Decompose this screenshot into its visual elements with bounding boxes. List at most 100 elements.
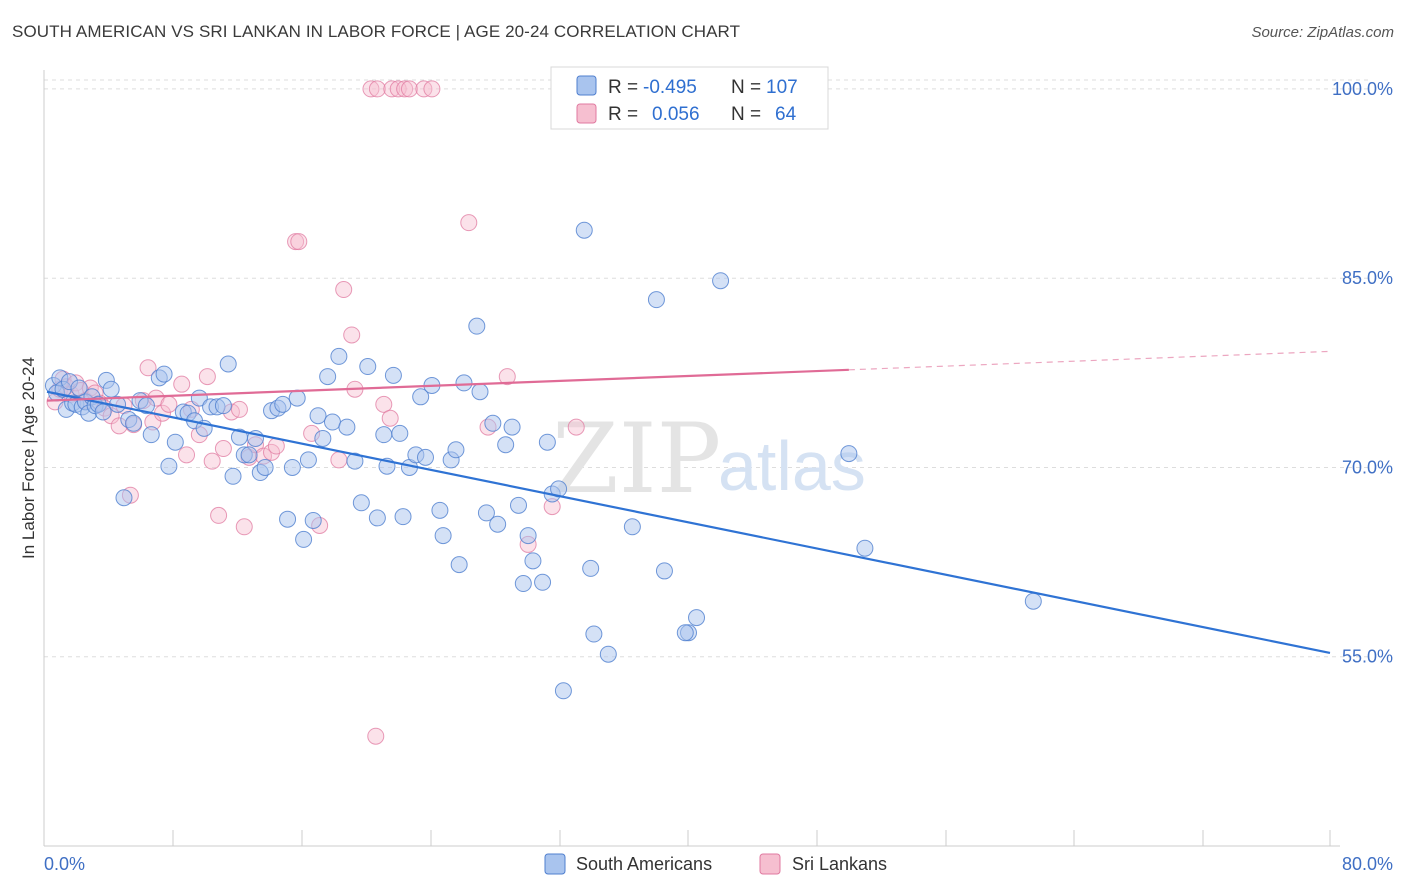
south-american-point: [497, 436, 515, 454]
south-american-point: [468, 317, 486, 335]
x-tick-label: 80.0%: [1342, 854, 1393, 874]
sri-lankan-point: [235, 518, 253, 536]
legend-n-label: N =: [731, 104, 761, 125]
sri-lankan-point: [160, 395, 178, 413]
south-american-point: [279, 510, 297, 528]
south-american-point: [166, 433, 184, 451]
south-american-point: [519, 527, 537, 545]
sri-lankan-point: [368, 80, 386, 98]
south-american-point: [471, 383, 489, 401]
sri-lankan-point: [330, 451, 348, 469]
sri-lankan-point: [375, 395, 393, 413]
y-axis-title: In Labor Force | Age 20-24: [19, 357, 38, 559]
south-american-point: [346, 452, 364, 470]
south-american-point: [554, 682, 572, 700]
south-american-point: [160, 457, 178, 475]
sri-lankan-point: [230, 400, 248, 418]
south-american-point: [330, 347, 348, 365]
y-tick-label: 70.0%: [1342, 457, 1393, 477]
south-american-point: [412, 388, 430, 406]
south-american-point: [575, 221, 593, 239]
south-american-point: [240, 446, 258, 464]
south-american-point: [416, 448, 434, 466]
south-american-point: [375, 426, 393, 444]
watermark-zip: ZIP: [552, 403, 721, 515]
sri-lankan-point: [498, 368, 516, 386]
south-american-point: [856, 539, 874, 557]
south-american-point: [70, 379, 88, 397]
south-american-point: [538, 433, 556, 451]
south-american-point: [219, 355, 237, 373]
trend-lines: [46, 350, 1331, 655]
south-american-point: [368, 509, 386, 527]
sri-lankans-trend-extension: [848, 350, 1331, 371]
bottom-legend-label: Sri Lankans: [792, 854, 887, 874]
gridlines: [44, 79, 1370, 658]
y-tick-labels: 100.0% 85.0% 70.0% 55.0%: [1332, 79, 1393, 667]
legend-r-value: -0.495: [643, 77, 697, 98]
legend-box: [550, 66, 829, 130]
south-american-point: [655, 562, 673, 580]
south-american-point: [840, 445, 858, 463]
sri-lankan-point: [567, 418, 585, 436]
sri-lankan-point: [335, 281, 353, 299]
south-american-point: [142, 426, 160, 444]
sri-lankan-point: [214, 440, 232, 458]
watermark-atlas: atlas: [718, 427, 866, 505]
sri-lankan-point: [139, 359, 157, 377]
y-tick-label: 55.0%: [1342, 647, 1393, 667]
legend-r-label: R =: [608, 77, 638, 98]
sri-lankan-point: [460, 214, 478, 232]
sri-lankan-point: [210, 506, 228, 524]
y-tick-label: 85.0%: [1342, 268, 1393, 288]
sri-lankan-point: [381, 409, 399, 427]
south-american-point: [647, 291, 665, 309]
south-american-point: [484, 414, 502, 432]
legend-swatch-blue: [576, 75, 597, 96]
south-american-point: [102, 380, 120, 398]
correlation-legend: R = -0.495 N = 107 R = 0.056 N = 64: [550, 66, 829, 130]
south-american-point: [94, 403, 112, 421]
south-american-point: [299, 451, 317, 469]
legend-n-value: 107: [766, 77, 798, 98]
sri-lankan-point: [203, 452, 221, 470]
south-american-point: [514, 575, 532, 593]
south-american-point: [434, 527, 452, 545]
south-american-point: [534, 573, 552, 591]
south-american-point: [676, 624, 694, 642]
south-american-point: [283, 458, 301, 476]
south-american-point: [712, 272, 730, 290]
bottom-legend-swatch-pink: [759, 853, 781, 875]
x-tick-label: 0.0%: [44, 854, 85, 874]
legend-r-value: 0.056: [652, 104, 700, 125]
south-american-point: [450, 556, 468, 574]
legend-n-value: 64: [775, 104, 797, 125]
sri-lankan-point: [173, 375, 191, 393]
south-american-point: [394, 508, 412, 526]
watermark: ZIP atlas: [552, 403, 866, 515]
south-american-point: [688, 609, 706, 627]
south-american-point: [455, 374, 473, 392]
south-americans-points: [44, 221, 1042, 700]
sri-lankan-point: [343, 326, 361, 344]
legend-r-label: R =: [608, 104, 638, 125]
south-american-point: [510, 496, 528, 514]
x-tick-labels: 0.0% 80.0%: [44, 854, 1393, 874]
sri-lankan-point: [178, 446, 196, 464]
sri-lankan-point: [362, 80, 380, 98]
south-american-point: [295, 530, 313, 548]
bottom-legend: South Americans Sri Lankans: [544, 853, 887, 875]
south-american-point: [314, 429, 332, 447]
south-american-point: [125, 414, 143, 432]
south-american-point: [323, 413, 341, 431]
south-american-point: [623, 518, 641, 536]
south-american-point: [391, 424, 409, 442]
y-tick-label: 100.0%: [1332, 79, 1393, 99]
south-american-point: [431, 501, 449, 519]
legend-swatch-pink: [576, 103, 597, 124]
sri-lankans-trend-line: [46, 368, 849, 402]
south-american-point: [352, 494, 370, 512]
sri-lankan-point: [423, 80, 441, 98]
sri-lankan-point: [367, 727, 385, 745]
